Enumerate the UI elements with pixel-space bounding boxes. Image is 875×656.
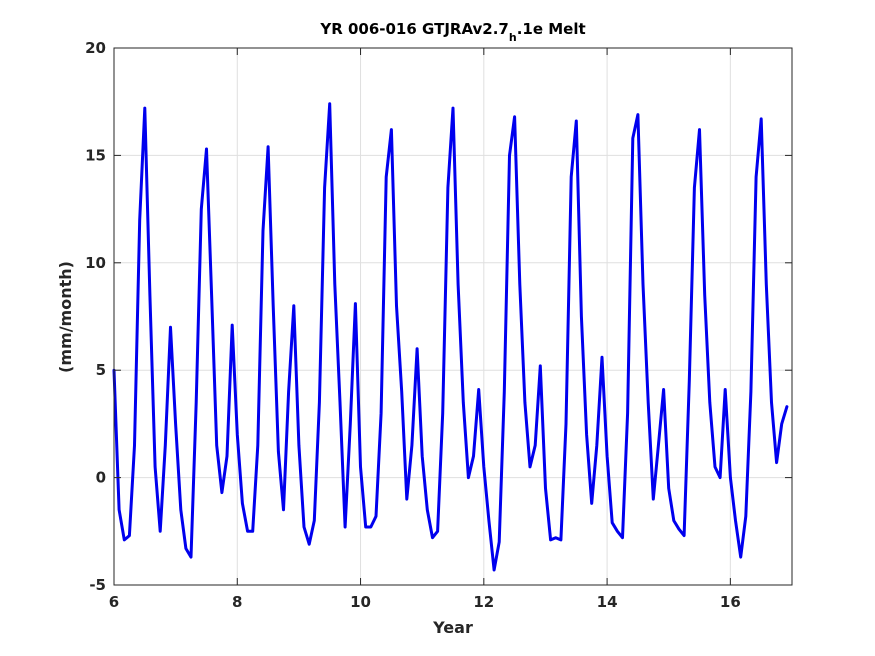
chart-title: YR 006-016 GTJRAv2.7h.1e Melt xyxy=(319,20,585,44)
chart-title-tail: .1e Melt xyxy=(517,20,586,38)
x-tick-label: 8 xyxy=(232,593,242,611)
y-tick-label: 0 xyxy=(96,469,106,487)
x-tick-label: 10 xyxy=(350,593,371,611)
data-layer xyxy=(112,102,789,572)
y-tick-label: 5 xyxy=(96,361,106,379)
y-axis-label: (mm/month) xyxy=(56,261,75,373)
chart-title-subscript: h xyxy=(509,31,517,44)
ticks: 6 8 10 12 14 16 -5 0 5 10 15 20 xyxy=(85,39,792,611)
y-tick-label: 10 xyxy=(85,254,106,272)
x-tick-label: 14 xyxy=(597,593,618,611)
x-tick-label: 6 xyxy=(109,593,119,611)
x-axis-label: Year xyxy=(432,618,473,637)
axes-box xyxy=(113,47,793,586)
chart-title-main: YR 006-016 GTJRAv2.7 xyxy=(319,20,509,38)
series-line-0 xyxy=(112,102,789,572)
y-tick-label: -5 xyxy=(89,576,106,594)
x-tick-label: 16 xyxy=(720,593,741,611)
x-tick-label: 12 xyxy=(473,593,494,611)
y-tick-label: 15 xyxy=(85,146,106,164)
y-tick-label: 20 xyxy=(85,39,106,57)
